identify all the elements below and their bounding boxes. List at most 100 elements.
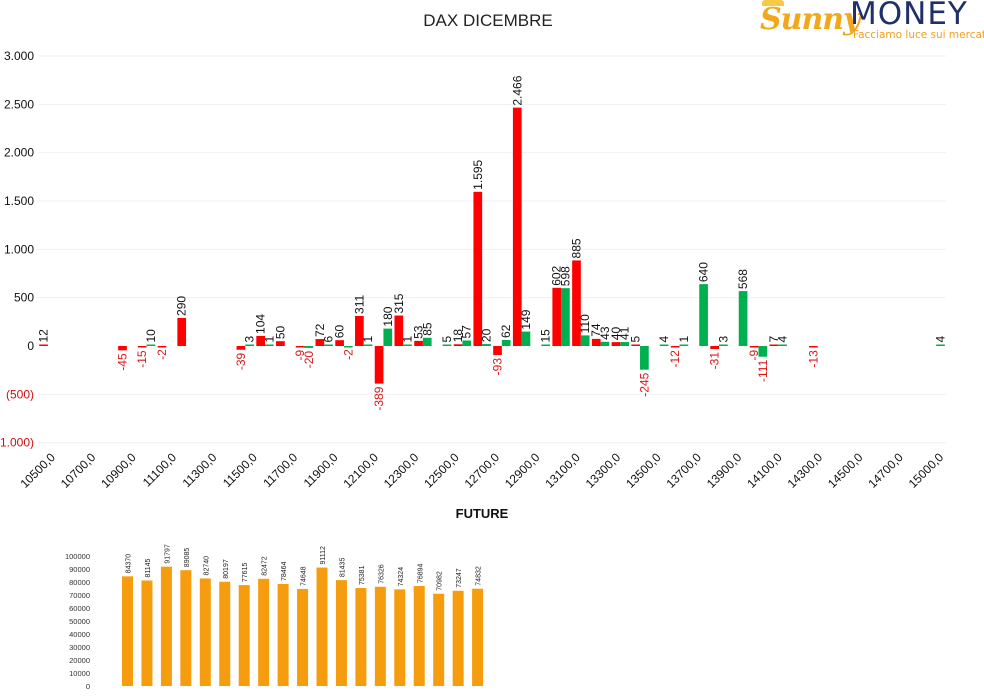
data-label: -39 bbox=[234, 352, 248, 370]
data-label: 4 bbox=[933, 336, 947, 343]
future-bar bbox=[141, 580, 153, 686]
future-y-tick-label: 10000 bbox=[69, 669, 90, 678]
data-label: -45 bbox=[115, 353, 129, 371]
logo-money-text: MONEY bbox=[850, 0, 968, 32]
bar bbox=[355, 315, 364, 346]
data-label: 41 bbox=[618, 326, 632, 340]
bar bbox=[315, 339, 325, 346]
data-label: 2.466 bbox=[510, 75, 524, 105]
future-data-label: 70982 bbox=[437, 571, 444, 591]
y-tick-label: 0 bbox=[27, 339, 34, 353]
bar bbox=[462, 340, 472, 346]
bar bbox=[304, 346, 314, 348]
bar bbox=[541, 344, 551, 346]
future-y-tick-label: 80000 bbox=[69, 578, 90, 587]
future-y-tick-label: 50000 bbox=[69, 617, 90, 626]
bar bbox=[236, 346, 246, 350]
y-tick-label: 2.500 bbox=[4, 97, 34, 111]
y-tick-label: 500 bbox=[14, 291, 34, 305]
future-bar bbox=[374, 586, 386, 686]
bar bbox=[343, 346, 353, 348]
data-label: 180 bbox=[381, 306, 395, 326]
future-y-tick-label: 100000 bbox=[65, 552, 90, 561]
data-label: -15 bbox=[135, 350, 149, 368]
future-data-label: 80197 bbox=[223, 559, 230, 579]
bar bbox=[493, 346, 502, 355]
bar bbox=[620, 342, 629, 346]
data-label: 149 bbox=[519, 309, 533, 329]
future-data-label: 82472 bbox=[262, 556, 269, 576]
bar bbox=[157, 346, 167, 348]
bar bbox=[324, 344, 333, 346]
future-y-tick-label: 20000 bbox=[69, 656, 90, 665]
future-y-tick-label: 70000 bbox=[69, 591, 90, 600]
bar bbox=[442, 344, 452, 346]
bar bbox=[699, 284, 708, 346]
data-label: 311 bbox=[352, 294, 366, 313]
bar bbox=[580, 335, 590, 346]
future-bar bbox=[472, 588, 484, 686]
future-y-tick-label: 40000 bbox=[69, 630, 90, 639]
future-data-label: 73247 bbox=[456, 568, 463, 588]
data-label: 10 bbox=[144, 329, 158, 343]
bar bbox=[245, 344, 254, 346]
future-data-label: 78464 bbox=[281, 561, 288, 581]
data-label: 72 bbox=[313, 323, 327, 337]
bar bbox=[738, 291, 748, 346]
dax-chart-title: DAX DICEMBRE bbox=[423, 11, 552, 30]
y-tick-label: 2.000 bbox=[4, 146, 34, 160]
logo-sunny-text: Sunny bbox=[760, 2, 861, 37]
future-data-label: 77615 bbox=[242, 563, 249, 583]
bar bbox=[137, 346, 147, 348]
data-label: 1 bbox=[262, 336, 276, 343]
data-label: 568 bbox=[736, 269, 750, 289]
data-label: -2 bbox=[155, 349, 169, 360]
data-label: -9 bbox=[747, 350, 761, 361]
data-label: -389 bbox=[372, 386, 386, 410]
bar bbox=[422, 337, 432, 346]
bar bbox=[118, 346, 127, 351]
future-bar bbox=[355, 588, 367, 686]
data-label: 50 bbox=[273, 325, 287, 339]
bar bbox=[670, 346, 680, 348]
future-y-tick-label: 60000 bbox=[69, 604, 90, 613]
future-bar bbox=[238, 585, 250, 686]
bar bbox=[256, 335, 265, 346]
future-bar bbox=[160, 566, 172, 686]
future-bar bbox=[122, 576, 133, 686]
bar bbox=[659, 344, 669, 346]
data-label: 43 bbox=[598, 326, 612, 340]
bar bbox=[611, 342, 621, 346]
bar bbox=[146, 344, 156, 346]
data-label: 1 bbox=[677, 336, 691, 343]
future-bar bbox=[452, 590, 464, 686]
future-data-label: 74648 bbox=[301, 566, 308, 586]
sunny-money-logo: Sunny MONEY Facciamo luce sui mercati bbox=[760, 0, 984, 44]
bar bbox=[521, 331, 531, 346]
data-label: 62 bbox=[499, 324, 513, 338]
future-data-label: 82740 bbox=[203, 556, 210, 576]
data-label: -111 bbox=[756, 359, 770, 382]
future-y-tick-label: 90000 bbox=[69, 565, 90, 574]
future-bar bbox=[180, 570, 192, 686]
data-label: 60 bbox=[333, 325, 347, 339]
data-label: 20 bbox=[479, 328, 493, 342]
bar bbox=[591, 338, 601, 346]
bar bbox=[39, 344, 48, 346]
future-chart-title: FUTURE bbox=[456, 506, 509, 521]
bar bbox=[501, 340, 511, 346]
bar bbox=[679, 344, 689, 346]
bar bbox=[265, 344, 274, 346]
data-label: -2 bbox=[341, 349, 355, 360]
data-label: 12 bbox=[37, 329, 51, 343]
data-label: 1.595 bbox=[471, 159, 485, 189]
future-bar bbox=[433, 593, 445, 686]
y-tick-label: 1.500 bbox=[4, 194, 34, 208]
future-data-label: 84370 bbox=[126, 554, 133, 574]
bar bbox=[778, 344, 787, 346]
data-label: 7 bbox=[767, 336, 781, 343]
data-label: 74 bbox=[589, 323, 603, 337]
bar bbox=[572, 260, 581, 346]
bar bbox=[640, 346, 649, 370]
y-tick-label: 1.000 bbox=[4, 242, 34, 256]
